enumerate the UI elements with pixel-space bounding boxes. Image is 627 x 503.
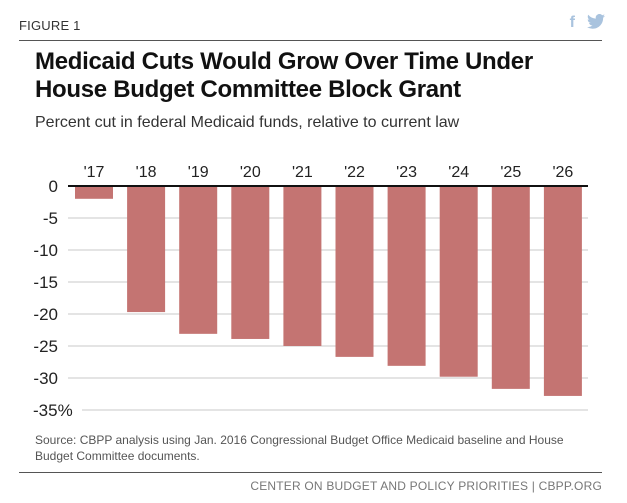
x-tick-label: '17 <box>84 164 105 181</box>
y-tick-label: -10 <box>33 241 58 260</box>
y-tick-label: -25 <box>33 337 58 356</box>
bar <box>491 186 530 389</box>
x-tick-label: '22 <box>344 164 365 181</box>
chart-title: Medicaid Cuts Would Grow Over Time Under… <box>35 48 533 103</box>
bars <box>75 186 582 396</box>
figure-label: FIGURE 1 <box>19 18 81 33</box>
bar <box>283 186 322 346</box>
y-tick-label: -5 <box>43 209 58 228</box>
y-tick-label: 0 <box>49 177 58 196</box>
top-divider <box>19 40 602 41</box>
bar <box>179 186 218 334</box>
x-axis-labels: '17 '18 '19 '20 '21 '22 '23 '24 '25 '26 <box>84 164 574 181</box>
y-axis-labels: 0 -5 -10 -15 -20 -25 -30 -35% <box>33 177 73 420</box>
y-tick-label: -30 <box>33 369 58 388</box>
x-tick-label: '19 <box>188 164 209 181</box>
bar <box>335 186 374 357</box>
x-tick-label: '20 <box>240 164 261 181</box>
x-tick-label: '23 <box>396 164 417 181</box>
bottom-divider <box>19 472 602 473</box>
bar-chart: 0 -5 -10 -15 -20 -25 -30 -35% '17 '18 '19 '20 '21 '2… <box>33 164 588 420</box>
y-tick-label: -15 <box>33 273 58 292</box>
x-tick-label: '25 <box>500 164 521 181</box>
facebook-icon[interactable]: f <box>569 14 575 31</box>
x-tick-label: '18 <box>136 164 157 181</box>
bar <box>543 186 582 396</box>
footer-credit[interactable]: CENTER ON BUDGET AND POLICY PRIORITIES |… <box>250 479 602 493</box>
bar <box>231 186 270 339</box>
x-tick-label: '26 <box>552 164 573 181</box>
bar <box>439 186 478 377</box>
y-tick-label: -35% <box>33 401 73 420</box>
x-tick-label: '24 <box>448 164 469 181</box>
bar <box>75 186 113 199</box>
chart-subtitle: Percent cut in federal Medicaid funds, r… <box>35 114 460 131</box>
twitter-icon[interactable] <box>587 14 605 34</box>
y-tick-label: -20 <box>33 305 58 324</box>
social-share: f <box>570 14 605 34</box>
x-tick-label: '21 <box>292 164 313 181</box>
bar <box>387 186 426 366</box>
bar <box>127 186 166 313</box>
source-note: Source: CBPP analysis using Jan. 2016 Co… <box>35 433 564 463</box>
